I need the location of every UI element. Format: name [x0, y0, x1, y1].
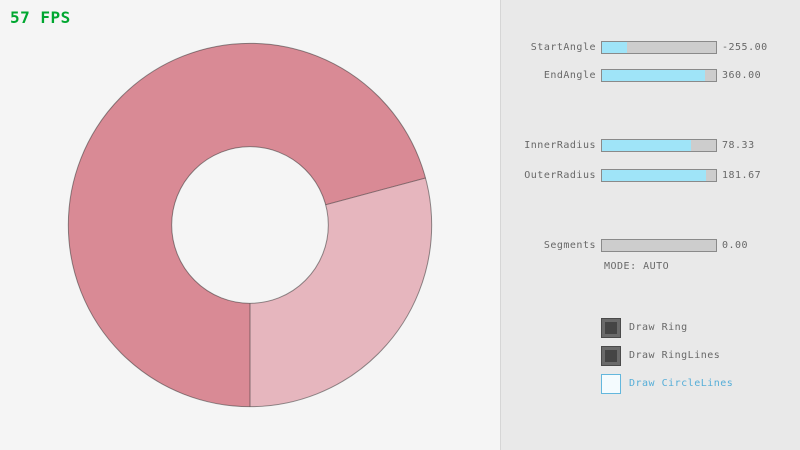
segments-mode-label: MODE: AUTO: [604, 261, 670, 272]
slider-fill: [602, 70, 705, 81]
ring-canvas: [67, 42, 433, 408]
endangle-slider[interactable]: [601, 69, 717, 82]
draw-ring-label: Draw Ring: [629, 322, 688, 333]
ring-inner-outline: [171, 146, 329, 304]
draw-circlelines-checkbox[interactable]: [601, 374, 621, 394]
startangle-value: -255.00: [722, 42, 768, 53]
outerradius-label: OuterRadius: [524, 170, 596, 181]
draw-ringlines-label: Draw RingLines: [629, 350, 721, 361]
ring-single-coverage-sector: [250, 177, 432, 407]
right-panel: StartAngle -255.00 EndAngle 360.00 Inner…: [500, 0, 800, 450]
ring-double-coverage-sector: [68, 43, 426, 407]
endangle-value: 360.00: [722, 70, 762, 81]
draw-ringlines-checkbox-row: Draw RingLines: [601, 346, 800, 366]
segments-label: Segments: [543, 240, 596, 251]
fps-counter: 57 FPS: [10, 8, 71, 27]
canvas-area: 57 FPS: [10, 8, 433, 408]
draw-circlelines-checkbox-row: Draw CircleLines: [601, 374, 800, 394]
draw-ring-checkbox-row: Draw Ring: [601, 318, 800, 338]
innerradius-value: 78.33: [722, 140, 755, 151]
segments-slider[interactable]: [601, 239, 717, 252]
segments-slider-row: Segments 0.00: [501, 239, 800, 252]
startangle-slider-row: StartAngle -255.00: [501, 41, 800, 54]
innerradius-label: InnerRadius: [524, 140, 596, 151]
startangle-slider[interactable]: [601, 41, 717, 54]
draw-ringlines-checkbox[interactable]: [601, 346, 621, 366]
slider-fill: [602, 170, 706, 181]
endangle-label: EndAngle: [543, 70, 596, 81]
innerradius-slider[interactable]: [601, 139, 717, 152]
ring-start-angle-line: [325, 177, 426, 206]
startangle-label: StartAngle: [530, 42, 596, 53]
endangle-slider-row: EndAngle 360.00: [501, 69, 800, 82]
segments-value: 0.00: [722, 240, 749, 251]
outerradius-slider[interactable]: [601, 169, 717, 182]
innerradius-slider-row: InnerRadius 78.33: [501, 139, 800, 152]
draw-circlelines-label: Draw CircleLines: [629, 378, 734, 389]
outerradius-value: 181.67: [722, 170, 762, 181]
draw-ring-checkbox[interactable]: [601, 318, 621, 338]
slider-fill: [602, 42, 627, 53]
slider-fill: [602, 140, 692, 151]
outerradius-slider-row: OuterRadius 181.67: [501, 169, 800, 182]
